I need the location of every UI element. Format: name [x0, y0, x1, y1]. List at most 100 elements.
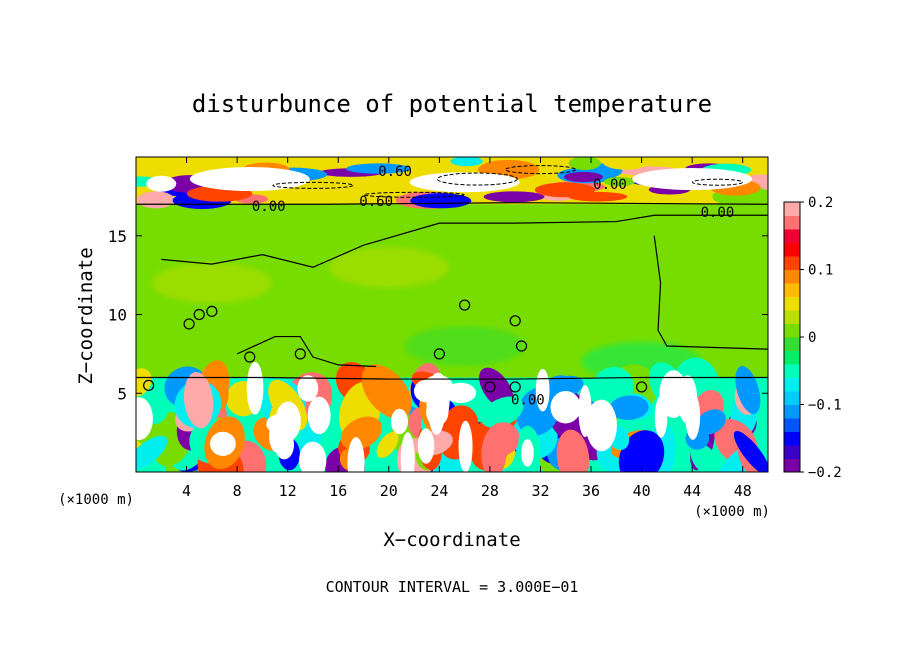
- saturated-cell: [246, 361, 264, 415]
- contour-dashed: [363, 191, 465, 198]
- contour-loop: [515, 340, 528, 352]
- contour-dashed: [272, 181, 354, 189]
- contour-loop: [183, 318, 195, 330]
- turbulence-cell: [516, 386, 561, 436]
- contour-line: [653, 235, 768, 350]
- chart-title: disturbunce of potential temperature: [192, 90, 712, 118]
- saturated-cell: [458, 420, 473, 472]
- contour-loop: [143, 379, 155, 391]
- contour-loop: [206, 305, 218, 317]
- contour-loop: [459, 299, 471, 311]
- upper-cell: [450, 157, 483, 167]
- saturated-cell: [136, 397, 153, 441]
- contour-loop: [244, 351, 256, 363]
- colorbar-swatch: [784, 256, 800, 270]
- contour-label: 0.00: [252, 199, 286, 215]
- saturated-cell: [444, 382, 477, 404]
- contour-dashed: [504, 165, 576, 175]
- x-tick-label: 4: [182, 482, 191, 500]
- field-blob: [632, 310, 753, 351]
- colorbar-swatch: [784, 431, 800, 446]
- colorbar-swatch: [784, 350, 800, 365]
- colorbar-swatch: [784, 283, 800, 297]
- saturated-cell: [413, 379, 440, 403]
- contour-loop: [509, 381, 521, 393]
- turbulence-cell: [136, 374, 169, 425]
- saturated-cell: [585, 399, 617, 452]
- colorbar-tick-label: −0.1: [808, 398, 842, 414]
- saturated-cell: [659, 370, 688, 418]
- contour-dashed: [691, 178, 743, 186]
- x-tick-label: 44: [683, 482, 701, 500]
- colorbar-tick-label: 0: [808, 330, 816, 346]
- y-tick-label: 15: [108, 227, 127, 246]
- contour-loop: [635, 381, 648, 393]
- colorbar: 0.2 0.1 0 −0.1 −0.2: [783, 195, 842, 481]
- field-blob: [518, 263, 639, 303]
- colorbar-tick-label: 0.1: [808, 263, 833, 279]
- saturated-cell: [632, 168, 753, 191]
- upper-cell: [483, 191, 545, 203]
- turbulence-cell: [733, 431, 768, 472]
- turbulence-cell: [183, 372, 214, 429]
- x-tick-label: 32: [531, 482, 549, 500]
- turbulence-cell: [340, 416, 382, 450]
- saturated-cell: [685, 392, 701, 440]
- colorbar-swatch: [784, 391, 800, 405]
- x-tick-label: 28: [481, 482, 499, 500]
- contour-label: 0.00: [593, 177, 627, 193]
- contour-label: 0.60: [359, 194, 393, 210]
- saturated-cell: [146, 175, 177, 192]
- upper-cell: [603, 176, 635, 187]
- plot-field: 0.60 0.00 0.60 0.00 0.00 0.00: [136, 157, 768, 472]
- saturated-cell: [297, 375, 319, 402]
- x-unit-left: (×1000 m): [58, 492, 134, 508]
- saturated-cell: [400, 432, 415, 472]
- x-tick-label: 12: [279, 482, 297, 500]
- turbulence-cell: [544, 375, 584, 399]
- contour-line: [161, 214, 768, 268]
- turbulence-cell: [696, 409, 726, 435]
- colorbar-swatch: [784, 242, 800, 257]
- turbulence-cell: [556, 429, 590, 472]
- colorbar-swatch: [784, 229, 800, 243]
- colorbar-tick-label: −0.2: [808, 465, 842, 481]
- contour-loop: [509, 315, 521, 327]
- colorbar-swatch: [784, 202, 800, 216]
- x-tick-label: 20: [380, 482, 398, 500]
- y-axis: 5 10 15: [108, 227, 768, 403]
- upper-cell: [564, 171, 603, 183]
- x-tick-label: 8: [233, 482, 242, 500]
- field-blob: [455, 231, 576, 272]
- saturated-cell: [417, 428, 435, 464]
- y-axis-label: Z−coordinate: [75, 247, 97, 384]
- field-blob: [151, 263, 272, 303]
- saturated-cell: [535, 368, 550, 412]
- turbulence-cell: [618, 430, 665, 472]
- field-blob: [404, 326, 525, 366]
- colorbar-swatch: [784, 215, 800, 230]
- colorbar-swatch: [784, 323, 800, 338]
- turbulence-cell: [361, 364, 412, 419]
- colorbar-swatch: [784, 418, 800, 432]
- x-tick-label: 48: [734, 482, 752, 500]
- upper-cell: [346, 163, 411, 174]
- saturated-cell: [347, 437, 365, 472]
- y-tick-label: 10: [108, 306, 127, 325]
- upper-cell: [568, 191, 628, 202]
- contour-interval-note: CONTOUR INTERVAL = 3.000E−01: [326, 578, 579, 596]
- contour-dashed: [436, 172, 518, 186]
- saturated-cell: [550, 390, 581, 424]
- colorbar-swatch: [784, 296, 800, 311]
- saturated-cell: [521, 439, 534, 467]
- turbulence-cell: [480, 396, 524, 428]
- colorbar-swatch: [784, 404, 800, 419]
- y-tick-label: 5: [117, 384, 127, 403]
- field-blob: [328, 247, 449, 288]
- x-unit-right: (×1000 m): [694, 504, 770, 520]
- contour-loop: [193, 308, 205, 321]
- upper-cell: [602, 157, 650, 170]
- colorbar-swatch: [784, 377, 800, 392]
- turbulence-cell: [136, 368, 152, 397]
